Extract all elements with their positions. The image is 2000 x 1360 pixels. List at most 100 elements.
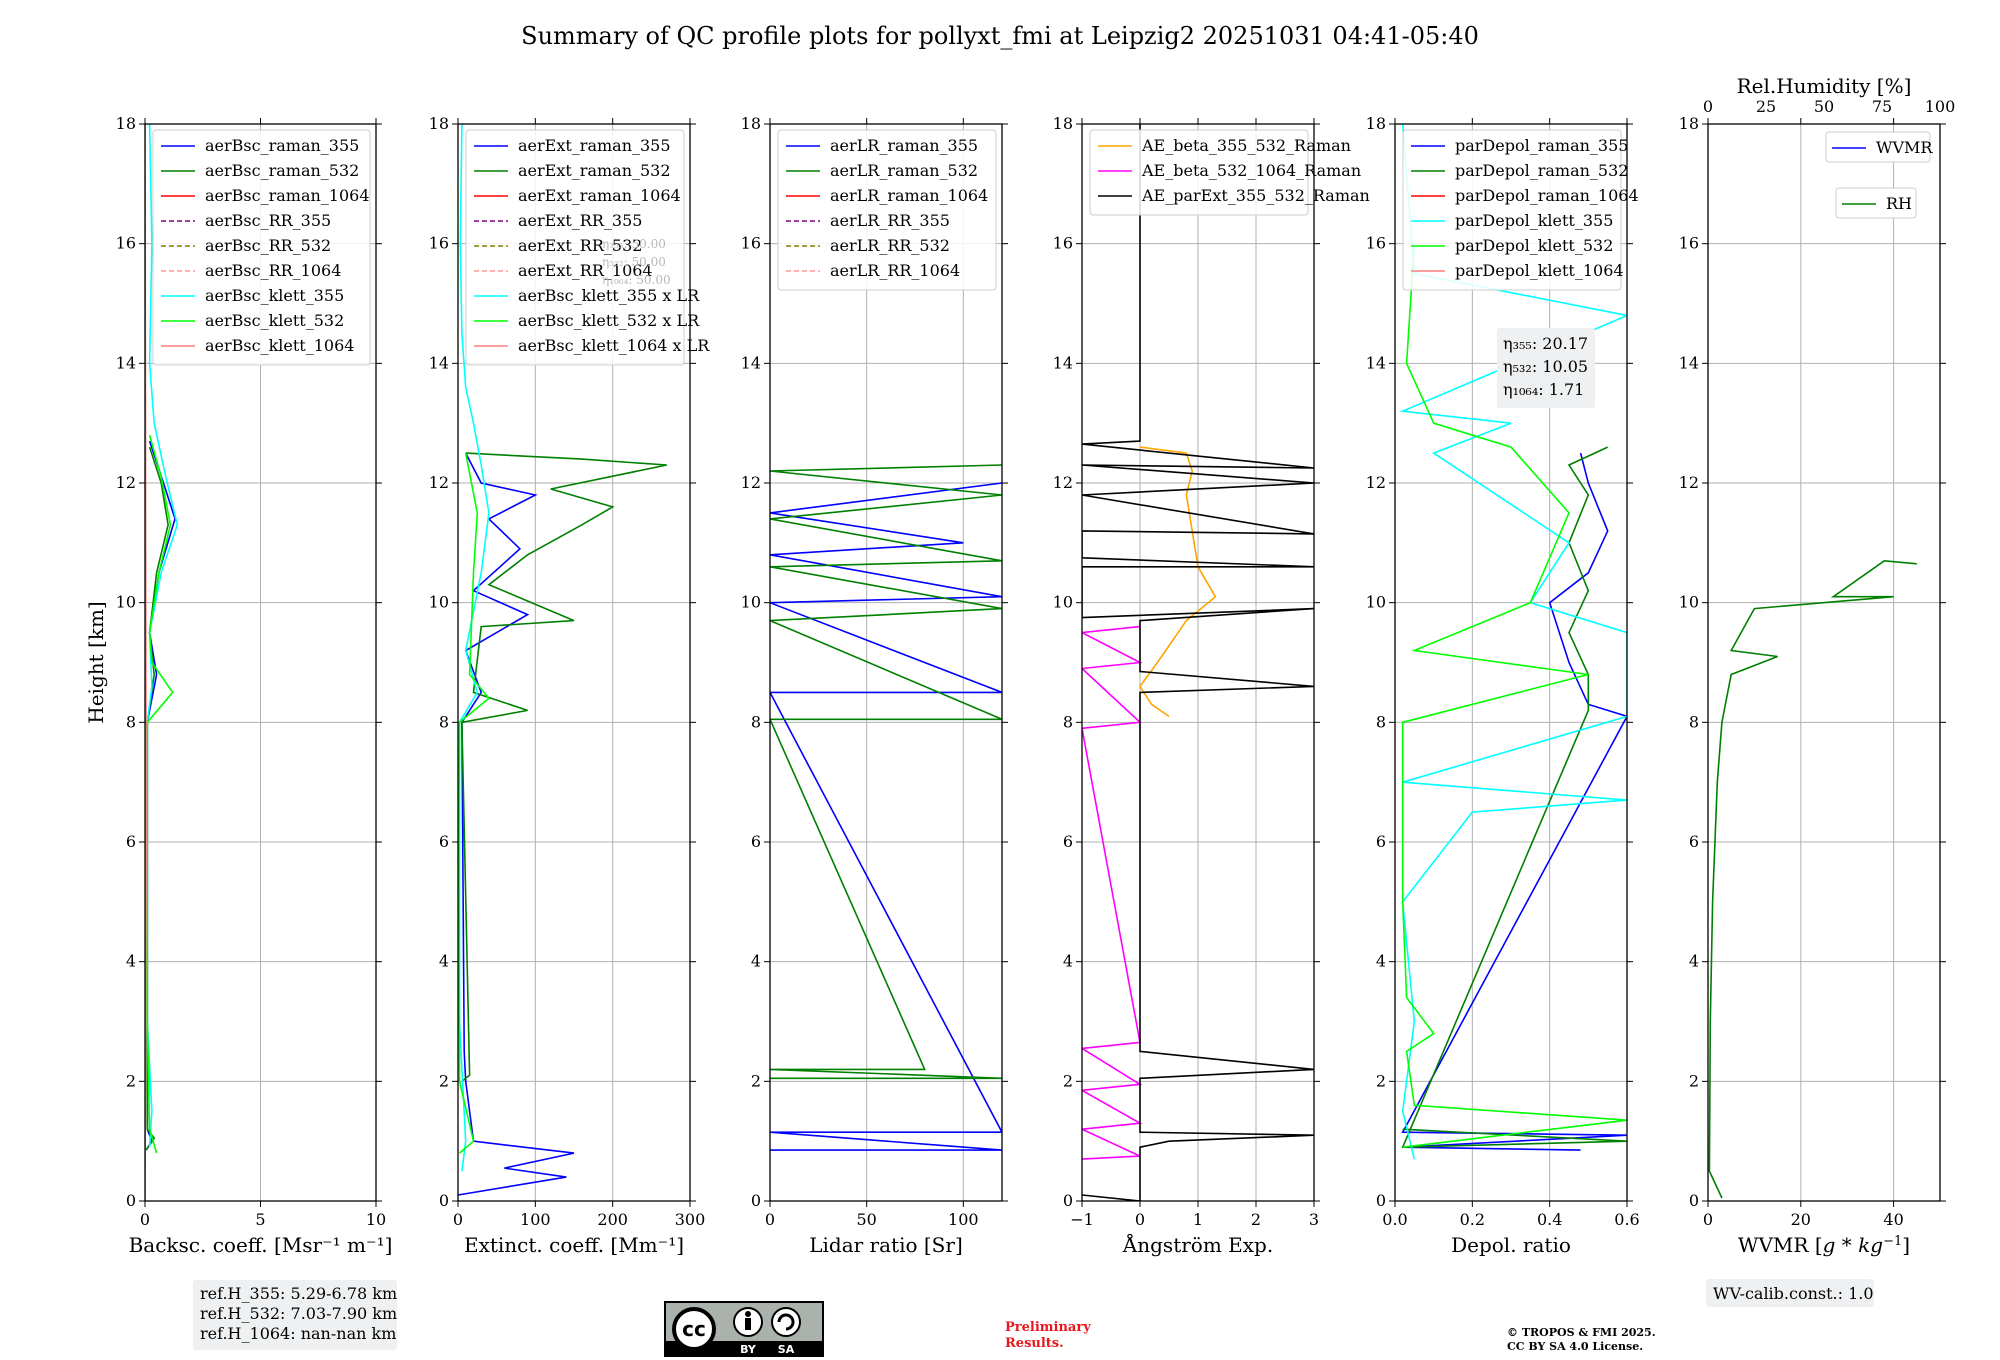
series-line-AE_beta_532_1064_Raman (1082, 625, 1143, 1160)
y-tick-label: 12 (1679, 473, 1699, 492)
series-group (770, 464, 1002, 1151)
legend-entry-RH: RH (1886, 194, 1912, 213)
cc-license-badge: cc BY SA (664, 1301, 824, 1357)
person-icon (745, 1311, 751, 1317)
top-x-axis-label: Rel.Humidity [%] (1737, 74, 1912, 98)
x-tick-label: 100 (948, 1210, 979, 1229)
legend-entry-aerBsc_klett_355: aerBsc_klett_355 (205, 286, 344, 305)
legend-entry-aerBsc_klett_532 x LR: aerBsc_klett_532 x LR (518, 311, 700, 330)
panel-extinction: 0 100 200 300 0 2 4 6 8 10 12 14 16 18 Extinct. coeff.… (429, 114, 711, 1257)
preliminary-label-2: Results. (1005, 1336, 1064, 1351)
y-tick-label: 16 (1366, 234, 1386, 253)
legend-entry-aerBsc_RR_355: aerBsc_RR_355 (205, 211, 331, 230)
y-tick-label: 14 (1679, 353, 1699, 372)
legend-box (1835, 187, 1917, 219)
top-x-tick-label: 100 (1925, 97, 1956, 116)
y-tick-label: 8 (439, 712, 449, 731)
legend-entry-aerBsc_klett_355 x LR: aerBsc_klett_355 x LR (518, 286, 700, 305)
x-tick-label: 0.2 (1460, 1210, 1485, 1229)
legend-entry-WVMR: WVMR (1876, 138, 1933, 157)
y-tick-label: 18 (1053, 114, 1073, 133)
legend-box (1089, 129, 1309, 216)
legend-entry-aerExt_RR_532: aerExt_RR_532 (518, 236, 642, 255)
x-tick-label: 0 (1703, 1210, 1713, 1229)
y-tick-label: 2 (1063, 1071, 1073, 1090)
series-line-WVMR (1708, 559, 1917, 1199)
y-tick-label: 18 (1366, 114, 1386, 133)
y-tick-label: 6 (1689, 832, 1699, 851)
legend-entry-aerBsc_klett_532: aerBsc_klett_532 (205, 311, 344, 330)
y-tick-label: 16 (741, 234, 761, 253)
y-tick-label: 0 (126, 1191, 136, 1210)
y-tick-label: 14 (741, 353, 761, 372)
x-tick-label: 0.0 (1382, 1210, 1407, 1229)
y-tick-label: 16 (429, 234, 449, 253)
y-tick-label: 4 (751, 952, 761, 971)
y-tick-label: 18 (1679, 114, 1699, 133)
legend-entry-aerLR_raman_1064: aerLR_raman_1064 (830, 186, 988, 205)
y-tick-label: 12 (741, 473, 761, 492)
ref-height-355: ref.H_355: 5.29-6.78 km (200, 1284, 397, 1303)
y-tick-label: 0 (751, 1191, 761, 1210)
y-tick-label: 12 (1366, 473, 1386, 492)
panel-water_vapor: 0 20 40 0 2 4 6 8 10 12 14 16 18 WVMR [g * kg−1] 0 25 50… (1679, 74, 1956, 1307)
y-tick-label: 2 (439, 1071, 449, 1090)
eta-value: η₃₅₅: 20.17 (1503, 334, 1588, 353)
figure-title: Summary of QC profile plots for pollyxt_… (521, 22, 1479, 50)
y-tick-label: 0 (1689, 1191, 1699, 1210)
y-tick-label: 14 (1366, 353, 1386, 372)
legend-entry-aerExt_RR_1064: aerExt_RR_1064 (518, 261, 653, 280)
legend-entry-aerLR_RR_1064: aerLR_RR_1064 (830, 261, 960, 280)
calib-note: WV-calib.const.: 1.0 (1713, 1284, 1874, 1303)
eta-value: η₅₃₂: 10.05 (1503, 357, 1588, 376)
legend-entry-parDepol_klett_532: parDepol_klett_532 (1455, 236, 1613, 255)
legend-entry-parDepol_klett_1064: parDepol_klett_1064 (1455, 261, 1624, 280)
eta-value: η₅₃₂: 50.00 (602, 255, 666, 269)
eta-value: η₃₅₅: 50.00 (602, 237, 666, 251)
legend-entry-aerExt_raman_532: aerExt_raman_532 (518, 161, 671, 180)
y-tick-label: 6 (126, 832, 136, 851)
legend-entry-aerBsc_raman_532: aerBsc_raman_532 (205, 161, 359, 180)
x-axis-label: Extinct. coeff. [Mm⁻¹] (464, 1233, 684, 1257)
legend-entry-aerBsc_raman_355: aerBsc_raman_355 (205, 136, 359, 155)
series-group (1082, 124, 1314, 1201)
x-tick-label: 3 (1309, 1210, 1319, 1229)
y-tick-label: 12 (116, 473, 136, 492)
x-tick-label: 300 (675, 1210, 706, 1229)
y-tick-label: 14 (429, 353, 449, 372)
legend-entry-aerExt_raman_355: aerExt_raman_355 (518, 136, 671, 155)
y-tick-label: 14 (116, 353, 136, 372)
series-line-parDepol_raman_355 (1401, 452, 1627, 1151)
x-tick-label: 1 (1193, 1210, 1203, 1229)
series-line-aerBsc_klett_532 (146, 434, 174, 1154)
top-x-tick-label: 0 (1703, 97, 1713, 116)
x-axis-label: Ångström Exp. (1122, 1232, 1273, 1257)
eta-box (1497, 328, 1595, 408)
y-tick-label: 10 (741, 593, 761, 612)
legend-entry-AE_beta_355_532_Raman: AE_beta_355_532_Raman (1141, 136, 1351, 155)
legend-entry-aerBsc_klett_1064 x LR: aerBsc_klett_1064 x LR (518, 336, 710, 355)
series-line-aerBsc_raman_532 (145, 446, 169, 1151)
series-line-AE_parExt_355_532_Raman (1082, 124, 1314, 1201)
x-tick-label: 0 (1135, 1210, 1145, 1229)
legend-box (1402, 129, 1622, 291)
ref-height-1064: ref.H_1064: nan-nan km (200, 1324, 396, 1343)
y-tick-label: 4 (1689, 952, 1699, 971)
legend-entry-parDepol_klett_355: parDepol_klett_355 (1455, 211, 1613, 230)
series-line-aerLR_raman_532 (770, 464, 1002, 1080)
y-tick-label: 12 (1053, 473, 1073, 492)
legend-entry-aerLR_RR_355: aerLR_RR_355 (830, 211, 950, 230)
y-tick-label: 6 (751, 832, 761, 851)
y-tick-label: 0 (1376, 1191, 1386, 1210)
x-tick-label: 10 (366, 1210, 386, 1229)
legend-entry-aerExt_RR_355: aerExt_RR_355 (518, 211, 642, 230)
preliminary-label-1: Preliminary (1005, 1320, 1091, 1335)
x-tick-label: 0 (140, 1210, 150, 1229)
legend-box (465, 129, 685, 366)
share-alike-icon (777, 1313, 795, 1331)
x-tick-label: 100 (520, 1210, 551, 1229)
x-tick-label: −1 (1070, 1210, 1094, 1229)
legend-entry-parDepol_raman_532: parDepol_raman_532 (1455, 161, 1628, 180)
eta-value: η₁₀₆₄: 50.00 (602, 273, 671, 287)
panel-lidar_ratio: 0 50 100 0 2 4 6 8 10 12 14 16 18 Lidar ratio [Sr] aer… (741, 114, 1008, 1257)
